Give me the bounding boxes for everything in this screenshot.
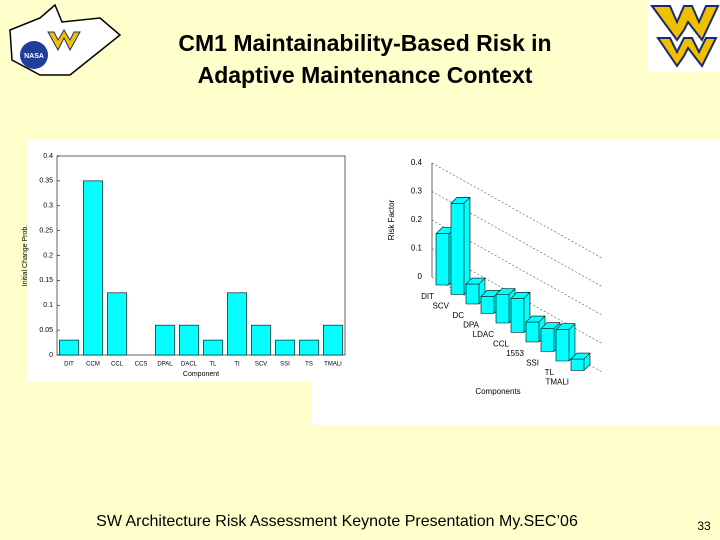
x-tick-label: SSI — [280, 362, 290, 368]
x-tick-label: DIT — [64, 362, 74, 368]
x-tick-label: TL — [209, 362, 217, 368]
x-tick-label: TL — [545, 368, 555, 377]
bar — [107, 292, 127, 356]
bar — [525, 315, 546, 343]
x-tick-label: 1553 — [506, 349, 524, 358]
y-axis-label: Initial Change Prob. — [22, 225, 29, 287]
y-tick-label: 0.4 — [43, 153, 53, 160]
x-tick-label: CCS — [135, 362, 148, 368]
bar — [251, 324, 271, 356]
bar — [570, 352, 591, 371]
footer: SW Architecture Risk Assessment Keynote … — [96, 513, 578, 530]
slide-title: CM1 Maintainability-Based Risk in — [178, 30, 551, 56]
bar — [299, 339, 319, 356]
y-tick-label: 0.2 — [411, 215, 423, 224]
bar — [540, 322, 561, 352]
bar — [227, 292, 247, 356]
grid-line — [431, 162, 603, 259]
y-tick-label: 0.35 — [39, 178, 53, 185]
y-tick-label: 0 — [49, 352, 53, 359]
x-tick-label: TMALI — [545, 378, 569, 387]
x-tick-label: LDAC — [473, 330, 495, 339]
y-tick-label: 0 — [418, 272, 423, 281]
x-axis-label: Component — [183, 371, 219, 378]
bar — [435, 227, 456, 286]
bar — [555, 323, 576, 362]
wvu-logo — [648, 0, 720, 72]
y-tick-label: 0.05 — [39, 327, 53, 334]
x-tick-label: SCV — [255, 362, 267, 368]
nasa-logo: NASA — [9, 3, 122, 76]
bar — [495, 288, 516, 324]
y-axis-label: Risk Factor — [387, 199, 396, 240]
y-tick-label: 0.4 — [411, 158, 423, 167]
bar — [179, 324, 199, 356]
x-tick-label: DACL — [181, 362, 198, 368]
bar — [83, 180, 103, 356]
y-tick-label: 0.3 — [43, 203, 53, 210]
x-tick-label: SCV — [433, 302, 450, 311]
page-number: 33 — [697, 519, 711, 533]
x-tick-label: TS — [305, 362, 313, 368]
y-tick-label: 0.15 — [39, 277, 53, 284]
bar — [323, 324, 343, 356]
bar — [275, 339, 295, 356]
x-tick-label: DIT — [421, 292, 434, 301]
bar — [155, 324, 175, 356]
x-axis-label: Components — [475, 387, 520, 396]
x-tick-label: DPAL — [157, 362, 173, 368]
x-tick-label: CCL — [493, 340, 510, 349]
x-tick-label: CCL — [111, 362, 124, 368]
slide-title: Adaptive Maintenance Context — [198, 62, 533, 88]
y-tick-label: 0.3 — [411, 187, 423, 196]
logo-text: NASA — [24, 53, 44, 60]
x-tick-label: TI — [234, 362, 240, 368]
x-tick-label: CCM — [86, 362, 100, 368]
x-tick-label: SSI — [526, 359, 539, 368]
y-tick-label: 0.2 — [43, 252, 53, 259]
x-tick-label: DC — [452, 311, 464, 320]
x-tick-label: TMALI — [324, 362, 342, 368]
bar — [450, 197, 471, 295]
y-tick-label: 0.25 — [39, 227, 53, 234]
bar — [59, 339, 79, 356]
y-tick-label: 0.1 — [411, 244, 423, 253]
chart-panel — [312, 140, 720, 425]
bar — [203, 339, 223, 356]
x-tick-label: DPA — [463, 321, 480, 330]
y-tick-label: 0.1 — [43, 302, 53, 309]
bar — [465, 277, 486, 305]
bar — [510, 292, 531, 333]
